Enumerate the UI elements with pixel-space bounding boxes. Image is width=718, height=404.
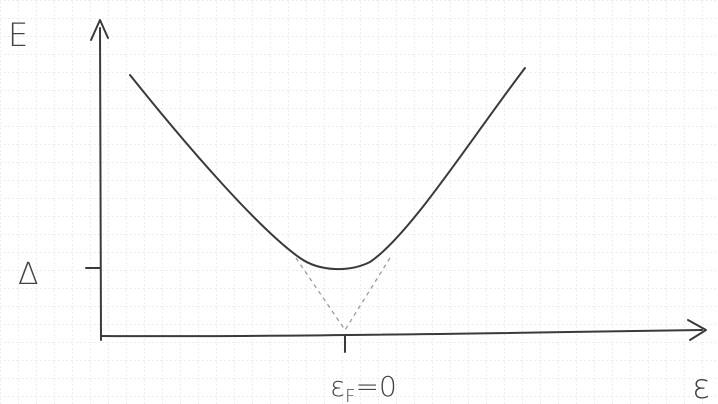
gap-label: Δ: [18, 257, 39, 292]
fermi-symbol: ε: [330, 370, 345, 403]
fermi-subscript: F: [345, 386, 355, 404]
y-axis-label: E: [8, 16, 28, 54]
sketch: E ε Δ εF=0: [0, 0, 718, 404]
fermi-label: εF=0: [330, 370, 397, 404]
page: {"axes": {"y_label": "E", "x_label": "ε"…: [0, 0, 718, 404]
y-axis: [100, 28, 101, 340]
x-axis-label: ε: [692, 367, 710, 404]
fermi-rest: =0: [356, 370, 397, 403]
grid-paper: [0, 0, 718, 404]
